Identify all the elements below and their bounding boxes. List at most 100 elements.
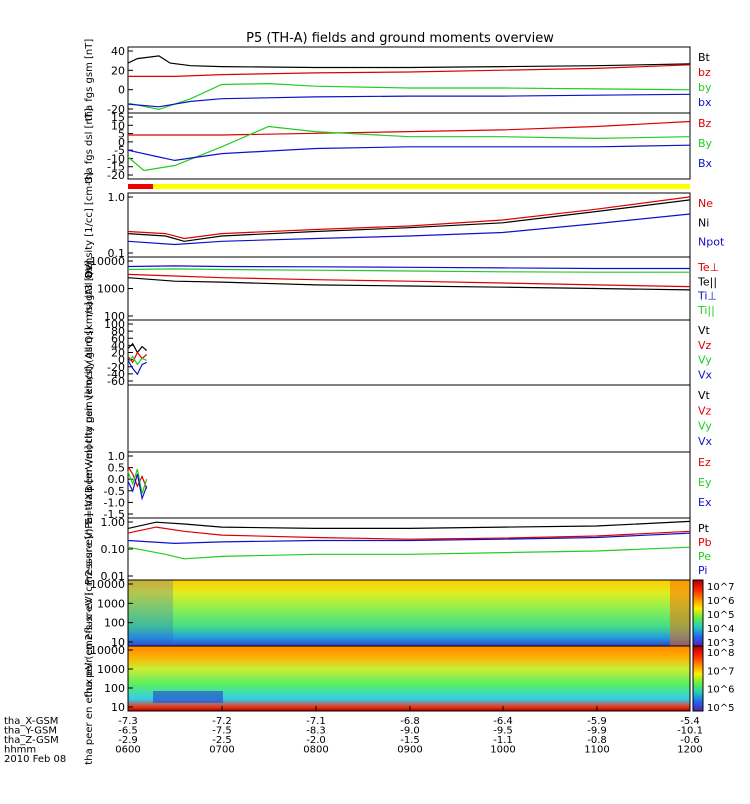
y-axis-label: tha peer velocity gsm [km/s] (All Qs) — [84, 327, 95, 511]
tick-label: 60 — [111, 332, 125, 345]
tick-label: 0.1 — [108, 247, 126, 260]
legend-entry: bz — [698, 66, 711, 79]
legend-entry: Vx — [698, 435, 713, 448]
x-tick-label: -1.5 — [400, 735, 420, 746]
heatmap-early-region — [128, 580, 173, 646]
x-tick-label: -1.1 — [493, 735, 513, 746]
tick-label: 1.00 — [101, 516, 126, 529]
series-line — [127, 520, 691, 529]
y-axis-label: tha fgs gsm [nT] — [84, 39, 95, 122]
series-line — [127, 273, 691, 288]
legend-entry: Ne — [698, 197, 713, 210]
series-line — [127, 468, 148, 494]
x-tick-label: -2.0 — [306, 735, 326, 746]
tick-label: -20 — [107, 169, 125, 182]
x-tick-label: -9.0 — [400, 726, 420, 737]
tick-label: 0.5 — [108, 462, 126, 475]
panel-frame — [127, 517, 691, 581]
legend-entry: Te⊥ — [697, 261, 719, 274]
y-axis-label: E=-VXB [mV/m] — [84, 445, 95, 524]
x-row-label: hhmm — [4, 745, 36, 756]
colorbar — [692, 579, 704, 647]
colorbar-label: 10^8 — [707, 648, 734, 659]
colorbar-label: 10^6 — [707, 596, 734, 607]
x-tick-label: -10.1 — [677, 726, 703, 737]
tick-label: -10 — [107, 152, 125, 165]
legend-entry: Ti|| — [697, 304, 715, 317]
date-label: 2010 Feb 08 — [4, 754, 66, 765]
x-row-label: tha_X-GSM — [4, 716, 58, 727]
panel-frame — [127, 645, 691, 712]
legend-entry: Bt — [698, 51, 711, 64]
legend-entry: Pe — [698, 550, 711, 563]
x-tick-label: -0.8 — [587, 735, 607, 746]
tick-label: -60 — [107, 375, 125, 388]
panel-frame — [127, 451, 691, 519]
legend-entry: Te|| — [697, 275, 717, 288]
y-axis-label: tha peer en eflux eV (cm2-s-sr-eV) — [84, 592, 95, 764]
tick-label: 0 — [118, 136, 125, 149]
tick-label: -15 — [107, 161, 125, 174]
x-tick-label: -0.6 — [680, 735, 700, 746]
tick-label: -1.0 — [104, 496, 125, 509]
tick-label: 20 — [111, 64, 125, 77]
tick-label: 10000 — [90, 644, 125, 657]
x-tick-label: -5.9 — [587, 716, 607, 727]
x-row-label: tha_Y-GSM — [4, 726, 57, 737]
legend-entry: Ni — [698, 216, 709, 229]
x-tick-label: -7.2 — [212, 716, 232, 727]
tick-label: 1000 — [97, 663, 125, 676]
tick-label: 80 — [111, 325, 125, 338]
tick-label: 100 — [104, 682, 125, 695]
plot-title: P5 (TH-A) fields and ground moments over… — [246, 31, 554, 46]
status-bar-red — [128, 184, 153, 189]
tick-label: 100 — [104, 617, 125, 630]
panel-frame — [127, 384, 691, 453]
y-axis-label: Pressure [nPa] — [84, 513, 95, 585]
series-line — [127, 360, 147, 376]
legend-entry: bx — [698, 96, 712, 109]
heatmap-late-region — [670, 580, 690, 646]
tick-label: 5 — [118, 128, 125, 141]
x-tick-label: -9.9 — [587, 726, 607, 737]
x-tick-label: -6.5 — [118, 726, 138, 737]
series-line — [127, 526, 691, 540]
x-tick-label: -7.3 — [118, 716, 138, 727]
heatmap-electron-dropout — [153, 691, 223, 703]
y-axis-label: tha peir en eflux eV (cm2-s-sr-eV) — [84, 528, 95, 697]
series-line — [127, 277, 691, 291]
x-tick-label: -9.5 — [493, 726, 513, 737]
tick-label: 10 — [111, 636, 125, 649]
x-tick-label: -2.5 — [212, 735, 232, 746]
tick-label: 40 — [111, 45, 125, 58]
x-tick-label: 0900 — [397, 745, 422, 756]
series-line — [127, 55, 691, 69]
heatmap-image — [128, 580, 690, 646]
series-line — [127, 351, 148, 364]
x-tick-label: -7.1 — [306, 716, 326, 727]
tick-label: 10 — [111, 701, 125, 714]
legend-entry: Vz — [698, 404, 712, 417]
legend-entry: Pb — [698, 536, 712, 549]
legend-entry: Vt — [698, 324, 711, 337]
series-line — [128, 120, 691, 136]
series-line — [127, 199, 691, 242]
legend-entry: Ti⊥ — [697, 290, 717, 303]
series-line — [127, 125, 691, 172]
panel-frame — [127, 319, 691, 386]
series-line — [127, 473, 148, 501]
series-line — [127, 196, 691, 240]
x-tick-label: 0800 — [303, 745, 328, 756]
tick-label: 1.0 — [108, 191, 126, 204]
x-tick-label: -8.3 — [306, 726, 326, 737]
tick-label: 10000 — [90, 255, 125, 268]
tick-label: 100 — [104, 310, 125, 323]
colorbar-label: 10^3 — [707, 638, 734, 649]
x-row-label: tha_Z-GSM — [4, 735, 59, 746]
series-line — [127, 546, 691, 560]
tick-label: -1.5 — [104, 508, 125, 521]
tick-label: -20 — [107, 103, 125, 116]
legend-entry: Bz — [698, 117, 712, 130]
colorbar-label: 10^5 — [707, 610, 734, 621]
